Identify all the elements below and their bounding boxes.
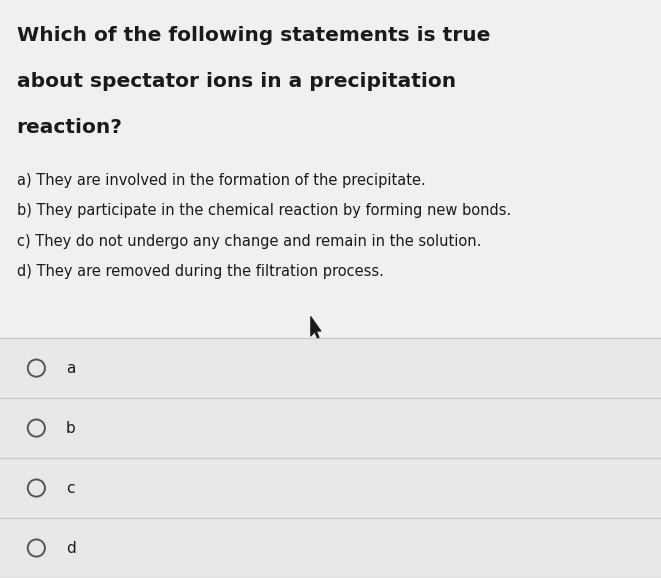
Text: about spectator ions in a precipitation: about spectator ions in a precipitation (17, 72, 455, 91)
Text: a) They are involved in the formation of the precipitate.: a) They are involved in the formation of… (17, 173, 425, 188)
Text: d: d (66, 540, 76, 555)
Text: d) They are removed during the filtration process.: d) They are removed during the filtratio… (17, 264, 383, 279)
Bar (0, 338, 661, 578)
Text: b: b (66, 421, 76, 436)
Text: b) They participate in the chemical reaction by forming new bonds.: b) They participate in the chemical reac… (17, 203, 511, 218)
Text: reaction?: reaction? (17, 118, 122, 138)
Text: c) They do not undergo any change and remain in the solution.: c) They do not undergo any change and re… (17, 234, 481, 249)
Text: a: a (66, 361, 75, 376)
Text: c: c (66, 480, 75, 495)
Polygon shape (311, 316, 321, 338)
Text: Which of the following statements is true: Which of the following statements is tru… (17, 26, 490, 45)
